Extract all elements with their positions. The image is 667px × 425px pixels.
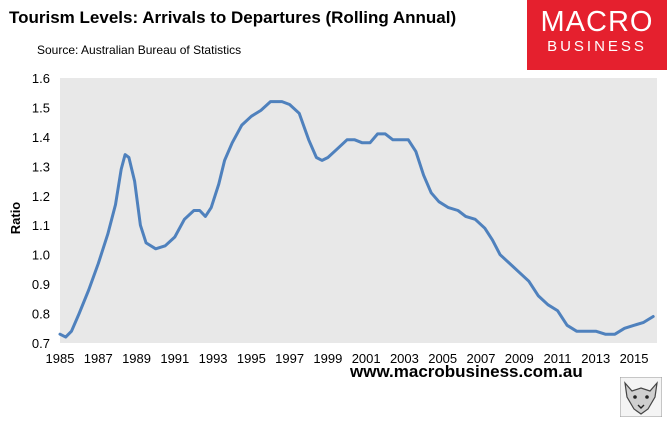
y-tick-label: 1.2 [32, 189, 50, 204]
chart-source: Source: Australian Bureau of Statistics [37, 43, 242, 57]
x-tick-label: 1995 [237, 351, 266, 366]
x-tick-label: 2015 [620, 351, 649, 366]
chart-title: Tourism Levels: Arrivals to Departures (… [9, 8, 457, 27]
x-tick-label: 2013 [581, 351, 610, 366]
macrobusiness-logo: MACRO BUSINESS [527, 0, 667, 70]
plot-area [60, 78, 657, 343]
x-tick-label: 2009 [505, 351, 534, 366]
x-tick-label: 2011 [544, 351, 572, 366]
x-tick-label: 1985 [46, 351, 75, 366]
y-axis-label: Ratio [8, 202, 23, 235]
y-tick-label: 0.9 [32, 277, 50, 292]
x-tick-label: 2001 [352, 351, 381, 366]
x-tick-label: 1991 [160, 351, 189, 366]
x-tick-label: 1999 [313, 351, 342, 366]
y-tick-label: 1.0 [32, 248, 50, 263]
x-axis: 1985 1987 1989 1991 1993 1995 1997 1999 2001 2003… [46, 351, 649, 366]
x-tick-label: 2005 [428, 351, 457, 366]
x-tick-label: 1987 [84, 351, 113, 366]
y-tick-label: 1.6 [32, 71, 50, 86]
x-tick-label: 2003 [390, 351, 419, 366]
website-url: www.macrobusiness.com.au [350, 362, 583, 381]
x-tick-label: 1989 [122, 351, 151, 366]
y-tick-label: 0.7 [32, 336, 50, 351]
y-tick-label: 1.5 [32, 100, 50, 115]
y-axis: 0.7 0.8 0.9 1.0 1.1 1.2 1.3 1.4 1.5 1.6 [32, 71, 50, 351]
series-line-arrivals-departures [58, 100, 655, 339]
y-tick-label: 1.3 [32, 159, 50, 174]
wolf-icon [620, 377, 662, 417]
y-tick-label: 1.1 [32, 218, 50, 233]
y-tick-label: 1.4 [32, 130, 50, 145]
x-tick-label: 1993 [199, 351, 228, 366]
y-tick-label: 0.8 [32, 307, 50, 322]
x-tick-label: 2007 [467, 351, 496, 366]
x-tick-label: 1997 [275, 351, 304, 366]
logo-line-1: MACRO [540, 6, 654, 38]
logo-line-2: BUSINESS [547, 38, 647, 55]
